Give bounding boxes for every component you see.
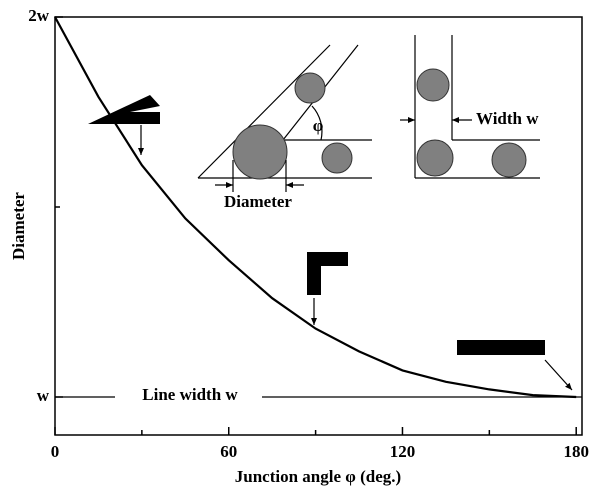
x-axis-label: Junction angle φ (deg.) — [235, 467, 401, 486]
y-tick-label: w — [37, 386, 50, 405]
y-tick-label: 2w — [28, 6, 50, 25]
x-tick-label: 60 — [220, 442, 237, 461]
line-width-label: Line width w — [142, 385, 238, 404]
x-tick-label: 0 — [51, 442, 60, 461]
angle-inset — [198, 45, 372, 192]
chart: Diameter Junction angle φ (deg.) φ Diame… — [0, 0, 602, 495]
width-label: Width w — [476, 109, 539, 128]
y-axis-label: Diameter — [9, 192, 28, 260]
x-tick-label: 180 — [563, 442, 589, 461]
arrow — [545, 360, 572, 390]
x-tick-label: 120 — [390, 442, 416, 461]
diameter-label: Diameter — [224, 192, 292, 211]
width-inset — [400, 35, 540, 178]
straight-icon — [457, 340, 545, 355]
right-angle-icon — [307, 252, 348, 295]
angle-label: φ — [313, 116, 324, 135]
